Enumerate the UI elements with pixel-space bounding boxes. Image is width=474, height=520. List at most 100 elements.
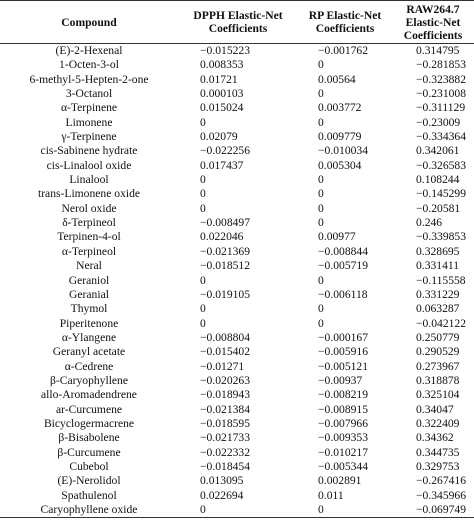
coefficient-cell: 0 xyxy=(200,302,206,316)
coefficient-cell: −0.008219 xyxy=(318,388,369,402)
compound-cell: Spathulenol xyxy=(61,488,117,502)
coefficient-cell: −0.345966 xyxy=(416,488,467,502)
table-row: (E)-2-Hexenal −0.015223 −0.001762 0.314795 xyxy=(0,44,474,59)
coefficient-cell: −0.021384 xyxy=(200,402,251,416)
coefficient-cell: −0.334364 xyxy=(416,130,467,144)
coefficient-cell: −0.323882 xyxy=(416,72,467,86)
coefficient-cell: −0.069749 xyxy=(416,503,467,516)
table-row: 1-Octen-3-ol 0.008353 0 −0.281853 xyxy=(0,58,474,72)
coefficient-cell: 0.00564 xyxy=(318,72,356,86)
coefficient-cell: 0.063287 xyxy=(416,302,460,316)
coefficient-cell: 0 xyxy=(318,87,324,101)
coefficient-cell: −0.005344 xyxy=(318,459,369,473)
compound-cell: 1-Octen-3-ol xyxy=(59,58,119,72)
table-row: α-Cedrene −0.01271 −0.005121 0.273967 xyxy=(0,360,474,374)
coefficient-cell: −0.019105 xyxy=(200,287,251,301)
coefficient-cell: −0.022256 xyxy=(200,144,251,158)
header-cell: RAW264.7 Elastic-Net Coefficients xyxy=(403,2,463,42)
coefficient-cell: 0.329753 xyxy=(416,459,460,473)
coefficient-cell: 0.34362 xyxy=(416,431,454,445)
coefficient-cell: −0.018454 xyxy=(200,459,251,473)
compound-cell: cis-Linalool oxide xyxy=(46,158,132,172)
compound-cell: Nerol oxide xyxy=(61,201,117,215)
coefficient-cell: −0.008804 xyxy=(200,330,251,344)
coefficient-cell: 0 xyxy=(318,216,324,230)
coefficient-cell: 0.273967 xyxy=(416,359,460,373)
coefficient-cell: −0.020263 xyxy=(200,373,251,387)
table-row: Bicyclogermacrene −0.018595 −0.007966 0.322… xyxy=(0,417,474,431)
compound-cell: Limonene xyxy=(65,115,113,129)
table-row: Thymol 0 0 0.063287 xyxy=(0,302,474,316)
coefficient-cell: −0.010034 xyxy=(318,144,369,158)
coefficient-cell: 0 xyxy=(200,273,206,287)
compound-cell: ar-Curcumene xyxy=(55,402,123,416)
table-row: Linalool 0 0 0.108244 xyxy=(0,173,474,187)
table-row: cis-Linalool oxide 0.017437 0.005304 −0.326… xyxy=(0,159,474,173)
coefficient-cell: −0.015402 xyxy=(200,345,251,359)
coefficient-cell: 0 xyxy=(318,201,324,215)
coefficient-cell: 0.002891 xyxy=(318,474,362,488)
table-row: α-Terpinene 0.015024 0.003772 −0.311129 xyxy=(0,101,474,115)
compound-cell: (E)-Nerolidol xyxy=(57,474,121,488)
table-row: cis-Sabinene hydrate −0.022256 −0.010034 0.… xyxy=(0,144,474,158)
table-row: Cubebol −0.018454 −0.005344 0.329753 xyxy=(0,460,474,474)
coefficient-cell: 0.314795 xyxy=(416,44,460,57)
coefficient-cell: −0.042122 xyxy=(416,316,467,330)
coefficient-cell: −0.326583 xyxy=(416,158,467,172)
coefficient-cell: 0.005304 xyxy=(318,158,362,172)
coefficient-cell: 0 xyxy=(200,316,206,330)
table-body: (E)-2-Hexenal −0.015223 −0.001762 0.314795 1… xyxy=(0,44,474,518)
table-row: α-Terpineol −0.021369 −0.008844 0.328695 xyxy=(0,245,474,259)
coefficient-cell: 0.00977 xyxy=(318,230,356,244)
compound-cell: (E)-2-Hexenal xyxy=(55,44,123,57)
coefficient-cell: 0.250779 xyxy=(416,330,460,344)
coefficient-cell: −0.007966 xyxy=(318,416,369,430)
table-row: Neral −0.018512 −0.005719 0.331411 xyxy=(0,259,474,273)
coefficient-cell: −0.005121 xyxy=(318,359,369,373)
compound-cell: Cubebol xyxy=(69,459,109,473)
coefficient-cell: −0.005719 xyxy=(318,259,369,273)
header-cell: Compound xyxy=(61,15,117,29)
coefficient-cell: 0.011 xyxy=(318,488,344,502)
compound-cell: cis-Sabinene hydrate xyxy=(40,144,138,158)
coefficient-cell: −0.005916 xyxy=(318,345,369,359)
coefficient-cell: 0.331229 xyxy=(416,287,460,301)
table-row: Geranial −0.019105 −0.006118 0.331229 xyxy=(0,288,474,302)
compound-cell: β-Caryophyllene xyxy=(49,373,128,387)
table-row: Spathulenol 0.022694 0.011 −0.345966 xyxy=(0,489,474,503)
compound-cell: α-Terpinene xyxy=(60,101,118,115)
table-row: (E)-Nerolidol 0.013095 0.002891 −0.267416 xyxy=(0,474,474,488)
coefficient-cell: −0.231008 xyxy=(416,87,467,101)
coefficient-cell: 0 xyxy=(318,115,324,129)
coefficient-cell: 0.013095 xyxy=(200,474,244,488)
coefficient-cell: 0.022694 xyxy=(200,488,244,502)
table-row: β-Bisabolene −0.021733 −0.009353 0.34362 xyxy=(0,431,474,445)
coefficient-cell: 0 xyxy=(318,173,324,187)
coefficient-cell: −0.20581 xyxy=(416,201,461,215)
coefficient-cell: −0.001762 xyxy=(318,44,369,57)
table-header: Compound DPPH Elastic-Net Coefficients R… xyxy=(0,0,474,44)
coefficient-cell: 0 xyxy=(318,58,324,72)
coefficient-cell: 0.318878 xyxy=(416,373,460,387)
coefficient-cell: 0 xyxy=(318,187,324,201)
coefficient-cell: 0.02079 xyxy=(200,130,238,144)
compound-cell: Geranial xyxy=(69,287,109,301)
table-row: α-Ylangene −0.008804 −0.000167 0.250779 xyxy=(0,331,474,345)
coefficient-cell: 0.017437 xyxy=(200,158,244,172)
header-cell: DPPH Elastic-Net Coefficients xyxy=(193,9,283,35)
coefficient-cell: −0.00937 xyxy=(318,373,363,387)
coefficient-cell: −0.022332 xyxy=(200,445,251,459)
coefficient-cell: 0.003772 xyxy=(318,101,362,115)
compound-cell: Terpinen-4-ol xyxy=(57,230,121,244)
coefficient-cell: 0.342061 xyxy=(416,144,460,158)
coefficient-cell: 0.328695 xyxy=(416,244,460,258)
compound-cell: γ-Terpinene xyxy=(61,130,117,144)
compound-cell: β-Bisabolene xyxy=(58,431,120,445)
coefficient-cell: 0.022046 xyxy=(200,230,244,244)
coefficient-cell: 0.290529 xyxy=(416,345,460,359)
table-row: δ-Terpineol −0.008497 0 0.246 xyxy=(0,216,474,230)
compound-cell: Bicyclogermacrene xyxy=(43,416,135,430)
header-cell: RP Elastic-Net Coefficients xyxy=(308,9,382,35)
coefficient-cell: −0.010217 xyxy=(318,445,369,459)
